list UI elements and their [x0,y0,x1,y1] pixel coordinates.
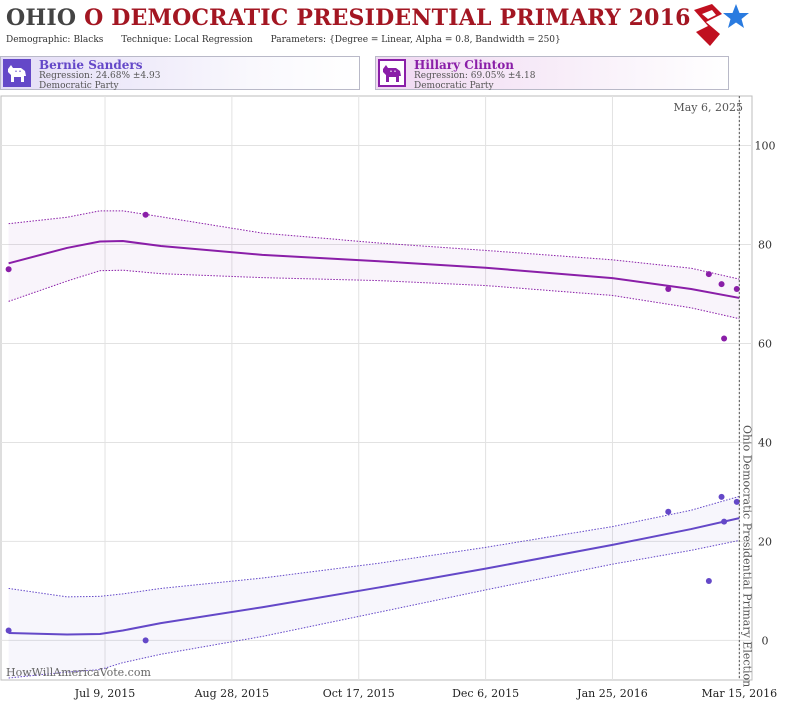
candidate-card-bernie-sanders: Bernie Sanders Regression: 24.68% ±4.93 … [0,56,360,91]
watermark-text: HowWillAmericaVote.com [6,666,151,679]
parameters-value: {Degree = Linear, Alpha = 0.8, Bandwidth… [329,35,561,45]
site-logo [694,4,749,46]
poll-point [718,493,725,500]
regression-line [8,240,740,299]
poll-point [705,271,712,278]
candidate-regression: Regression: 69.05% ±4.18 [414,71,536,81]
poll-point [142,211,149,218]
poll-point [733,498,740,505]
chart-header: OHIO O DEMOCRATIC PRESIDENTIAL PRIMARY 2… [0,0,789,52]
band-lower-line [8,269,740,320]
poll-point [705,578,712,585]
y-tick-label: 60 [758,337,772,350]
regression-line [8,517,740,636]
x-tick-label: Mar 15, 2016 [702,687,778,700]
election-label: Ohio Democratic Presidential Primary Ele… [740,425,753,687]
poll-point [5,266,12,273]
y-tick-label: 80 [758,238,772,251]
parameters-label: Parameters: [270,35,327,45]
candidate-name: Bernie Sanders [39,58,143,72]
demographic-label: Demographic: [6,35,71,45]
confidence-band [8,496,740,679]
x-tick-label: Oct 17, 2015 [323,687,395,700]
technique-value: Local Regression [174,35,253,45]
y-tick-label: 40 [758,436,772,449]
bernie-donkey-icon [3,59,31,87]
candidate-card-hillary-clinton: Hillary Clinton Regression: 69.05% ±4.18… [375,56,729,91]
candidate-regression: Regression: 24.68% ±4.93 [39,71,161,81]
x-tick-label: Dec 6, 2015 [452,687,519,700]
plot-frame [0,95,753,681]
poll-point [142,637,149,644]
poll-point [733,286,740,293]
poll-point [5,627,12,634]
technique-label: Technique: [121,35,172,45]
poll-point [721,518,728,525]
confidence-band [8,210,740,319]
title-state: OHIO [6,5,77,31]
poll-point [665,508,672,515]
page-title: OHIO O DEMOCRATIC PRESIDENTIAL PRIMARY 2… [6,5,691,31]
poll-point [718,281,725,288]
x-tick-label: Aug 28, 2015 [194,687,270,700]
subtitle: Demographic: Blacks Technique: Local Regre… [6,35,564,45]
y-tick-label: 20 [758,535,772,548]
candidate-party: Democratic Party [39,81,119,91]
candidate-party: Democratic Party [414,81,494,91]
today-date-label: May 6, 2025 [673,101,743,114]
y-tick-label: 100 [755,139,776,152]
band-upper-line [8,495,740,598]
poll-point [665,286,672,293]
poll-point [721,335,728,342]
x-tick-label: Jan 25, 2016 [576,687,648,700]
title-text: O DEMOCRATIC PRESIDENTIAL PRIMARY 2016 [84,5,691,31]
band-upper-line [8,210,740,280]
x-tick-label: Jul 9, 2015 [74,687,136,700]
demographic-value: Blacks [73,35,104,45]
candidate-name: Hillary Clinton [414,58,514,72]
hillary-donkey-icon [378,59,406,87]
y-tick-label: 0 [762,634,769,647]
